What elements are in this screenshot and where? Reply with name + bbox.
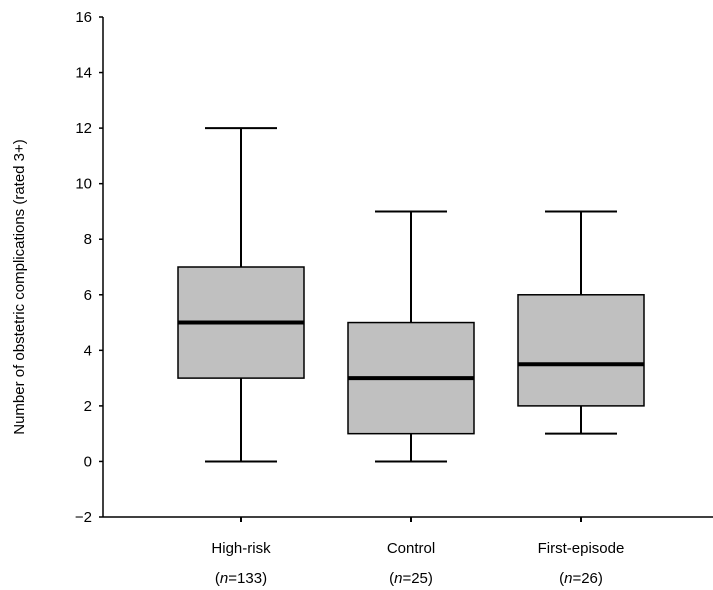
box-group bbox=[517, 210, 645, 435]
y-tick-label: 8 bbox=[84, 231, 92, 248]
iqr-box bbox=[517, 294, 645, 407]
y-tick-label: 16 bbox=[75, 9, 92, 26]
box-series bbox=[177, 127, 645, 463]
x-category-label: First-episode bbox=[538, 540, 625, 557]
y-axis-title: Number of obstetric complications (rated… bbox=[11, 139, 28, 435]
y-tick-label: 10 bbox=[75, 176, 92, 193]
sample-size-value: =25 bbox=[402, 570, 427, 587]
y-tick-label: 0 bbox=[84, 453, 92, 470]
y-tick-label: 12 bbox=[75, 120, 92, 137]
y-tick-label: 2 bbox=[84, 398, 92, 415]
x-category-label: High-risk bbox=[211, 540, 271, 557]
sample-size-value: =26 bbox=[572, 570, 597, 587]
x-sample-size-label: (n=26) bbox=[559, 570, 603, 587]
x-sample-size-label: (n=25) bbox=[389, 570, 433, 587]
sample-size-value: =133 bbox=[228, 570, 262, 587]
x-category-label: Control bbox=[387, 540, 435, 557]
y-tick-label: 14 bbox=[75, 65, 92, 82]
box-group bbox=[177, 127, 305, 463]
box-group bbox=[347, 210, 475, 463]
y-axis: −2 0 2 4 6 8 10 12 14 16 bbox=[75, 9, 104, 526]
y-tick-label: 4 bbox=[84, 342, 92, 359]
y-tick-label: 6 bbox=[84, 287, 92, 304]
x-axis: High-risk (n=133) Control (n=25) First-episo… bbox=[103, 516, 713, 587]
y-tick-label: −2 bbox=[75, 509, 92, 526]
x-sample-size-label: (n=133) bbox=[215, 570, 267, 587]
